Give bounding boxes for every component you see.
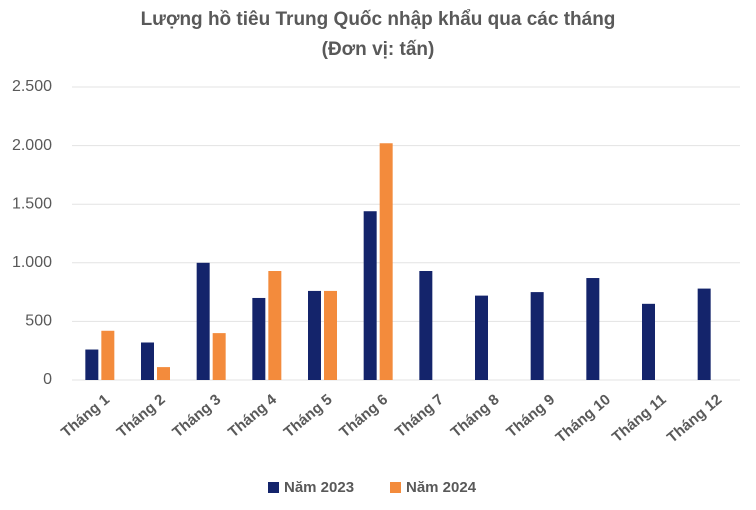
chart-subtitle: (Đơn vị: tấn) [322, 39, 435, 60]
y-tick-label: 0 [43, 371, 52, 388]
y-tick-label: 1.000 [12, 254, 52, 271]
x-tick-label: Tháng 5 [281, 391, 336, 441]
bar [379, 143, 393, 380]
bar [697, 288, 711, 380]
x-tick-label: Tháng 4 [225, 391, 280, 441]
bar [157, 367, 170, 380]
bar [252, 297, 266, 380]
x-tick-label: Tháng 10 [553, 391, 614, 446]
x-tick-label: Tháng 8 [448, 391, 503, 441]
bar [586, 278, 600, 380]
bar [196, 262, 210, 380]
x-tick-label: Tháng 12 [664, 391, 725, 446]
bar [308, 290, 321, 380]
x-tick-label: Tháng 6 [336, 391, 391, 441]
y-tick-label: 2.000 [12, 137, 52, 154]
bar [212, 333, 226, 380]
bar [101, 330, 115, 380]
y-tick-label: 2.500 [12, 78, 52, 95]
x-tick-label: Tháng 3 [169, 391, 224, 441]
x-tick-label: Tháng 7 [392, 391, 447, 441]
legend-label: Năm 2024 [406, 479, 477, 496]
bar [475, 295, 488, 380]
y-tick-label: 500 [25, 313, 52, 330]
x-tick-label: Tháng 2 [114, 391, 169, 441]
legend-swatch [390, 482, 401, 493]
y-tick-label: 1.500 [12, 195, 52, 212]
x-tick-label: Tháng 9 [503, 391, 558, 441]
x-tick-label: Tháng 1 [58, 391, 113, 441]
legend-label: Năm 2023 [284, 479, 354, 496]
bar [642, 303, 655, 380]
x-tick-label: Tháng 11 [609, 391, 670, 446]
bar [141, 342, 154, 380]
chart-title: Lượng hồ tiêu Trung Quốc nhập khẩu qua c… [141, 9, 616, 30]
bar [85, 349, 99, 380]
bar [363, 211, 377, 380]
bar [324, 290, 337, 380]
bar [419, 271, 433, 380]
bar [530, 292, 544, 380]
bar [268, 271, 282, 380]
legend-swatch [268, 482, 279, 493]
